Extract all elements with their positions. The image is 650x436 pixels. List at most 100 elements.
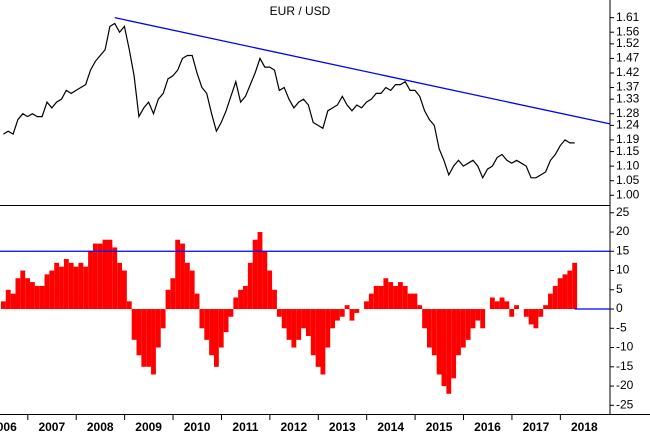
oscillator-bar xyxy=(354,309,360,313)
oscillator-bar xyxy=(117,262,122,310)
oscillator-bar xyxy=(107,239,113,310)
oscillator-bar xyxy=(373,285,379,310)
x-tick-label: 2018 xyxy=(571,420,598,434)
y-tick-label: 1.15 xyxy=(616,144,640,158)
oscillator-bar xyxy=(480,309,486,329)
oscillator-bar xyxy=(49,270,55,310)
oscillator-bar xyxy=(562,274,568,310)
oscillator-bar xyxy=(557,278,563,310)
oscillator-bar xyxy=(30,282,35,310)
y-tick-label: 1.61 xyxy=(616,10,640,24)
y-tick-label: -25 xyxy=(616,397,634,411)
y-tick-label: 25 xyxy=(616,205,630,219)
x-tick-label: 2014 xyxy=(377,420,404,434)
y-tick-label: 1.24 xyxy=(616,118,640,132)
oscillator-bar xyxy=(165,289,171,310)
oscillator-bar xyxy=(218,309,224,348)
y-tick-label: 5 xyxy=(616,282,623,296)
y-tick-label: 1.10 xyxy=(616,158,640,172)
oscillator-bar xyxy=(252,239,258,310)
oscillator-bar xyxy=(296,309,302,340)
oscillator-bar xyxy=(301,309,306,329)
y-tick-label: 1.33 xyxy=(616,91,640,105)
oscillator-bar xyxy=(397,282,403,310)
oscillator-bar xyxy=(83,266,89,310)
oscillator-bar xyxy=(160,309,166,329)
oscillator-bar xyxy=(262,251,268,310)
oscillator-bar xyxy=(383,278,389,310)
x-tick-label: 2016 xyxy=(474,420,501,434)
oscillator-bar xyxy=(34,285,40,310)
oscillator-bar xyxy=(417,305,423,310)
oscillator-bar xyxy=(335,309,340,321)
y-tick-label: 1.19 xyxy=(616,132,640,146)
oscillator-bar xyxy=(509,309,515,317)
x-tick-label: 2006 xyxy=(0,420,17,434)
oscillator-bar xyxy=(68,262,74,310)
oscillator-bar xyxy=(330,309,336,329)
oscillator-bar xyxy=(504,301,510,310)
y-tick-label: 1.37 xyxy=(616,80,640,94)
oscillator-bar xyxy=(54,262,60,310)
oscillator-bar xyxy=(339,309,345,317)
oscillator-bar xyxy=(436,309,442,375)
oscillator-bar xyxy=(126,301,132,310)
chart-title: EUR / USD xyxy=(270,4,331,18)
oscillator-bar xyxy=(73,266,79,310)
oscillator-bar xyxy=(470,309,476,329)
y-tick-label: 20 xyxy=(616,224,630,238)
oscillator-bar xyxy=(88,251,93,310)
oscillator-bar xyxy=(63,258,69,310)
y-tick-label: 1.42 xyxy=(616,65,640,79)
oscillator-bar xyxy=(315,309,321,367)
y-tick-label: 1.00 xyxy=(616,187,640,201)
y-tick-label: 1.52 xyxy=(616,36,640,50)
oscillator-bar xyxy=(44,274,50,310)
x-tick-label: 2015 xyxy=(426,420,453,434)
oscillator-bar xyxy=(305,309,311,336)
y-tick-label: -20 xyxy=(616,378,634,392)
oscillator-bar xyxy=(267,270,273,310)
oscillator-bar xyxy=(276,309,282,317)
oscillator-bar xyxy=(155,309,161,348)
oscillator-bar xyxy=(514,305,519,310)
oscillator-bar xyxy=(209,309,214,356)
oscillator-bar xyxy=(141,309,147,367)
oscillator-bar xyxy=(0,301,6,310)
oscillator-bar xyxy=(460,309,466,348)
oscillator-bar xyxy=(456,309,461,356)
x-tick-label: 2009 xyxy=(135,420,162,434)
oscillator-bar xyxy=(213,309,219,367)
oscillator-bar xyxy=(368,293,374,310)
oscillator-bar xyxy=(233,297,239,310)
y-tick-label: 1.28 xyxy=(616,106,640,120)
y-tick-label: 10 xyxy=(616,263,630,277)
oscillator-bar xyxy=(572,262,578,310)
oscillator-bar xyxy=(441,309,447,387)
oscillator-bar xyxy=(528,309,534,325)
oscillator-bar xyxy=(272,289,277,310)
oscillator-bar xyxy=(223,309,229,333)
oscillator-bar xyxy=(112,247,118,310)
oscillator-bar xyxy=(170,278,176,310)
oscillator-bar xyxy=(407,293,413,310)
oscillator-bar xyxy=(388,282,394,310)
price-line xyxy=(3,22,575,180)
oscillator-bar xyxy=(151,309,156,375)
oscillator-bar xyxy=(136,309,142,356)
y-tick-label: -15 xyxy=(616,359,634,373)
oscillator-bar xyxy=(204,309,210,340)
oscillator-bar xyxy=(523,309,529,317)
oscillator-bar xyxy=(533,309,539,329)
oscillator-bar xyxy=(567,270,573,310)
oscillator-bar xyxy=(325,309,331,348)
x-tick-label: 2008 xyxy=(87,420,114,434)
oscillator-bar xyxy=(446,309,452,394)
oscillator-bar xyxy=(489,297,495,310)
y-tick-label: 1.56 xyxy=(616,24,640,38)
oscillator-bar xyxy=(286,309,292,340)
oscillator-bar xyxy=(10,293,16,310)
x-tick-label: 2011 xyxy=(232,420,258,434)
oscillator-bar xyxy=(243,285,248,310)
